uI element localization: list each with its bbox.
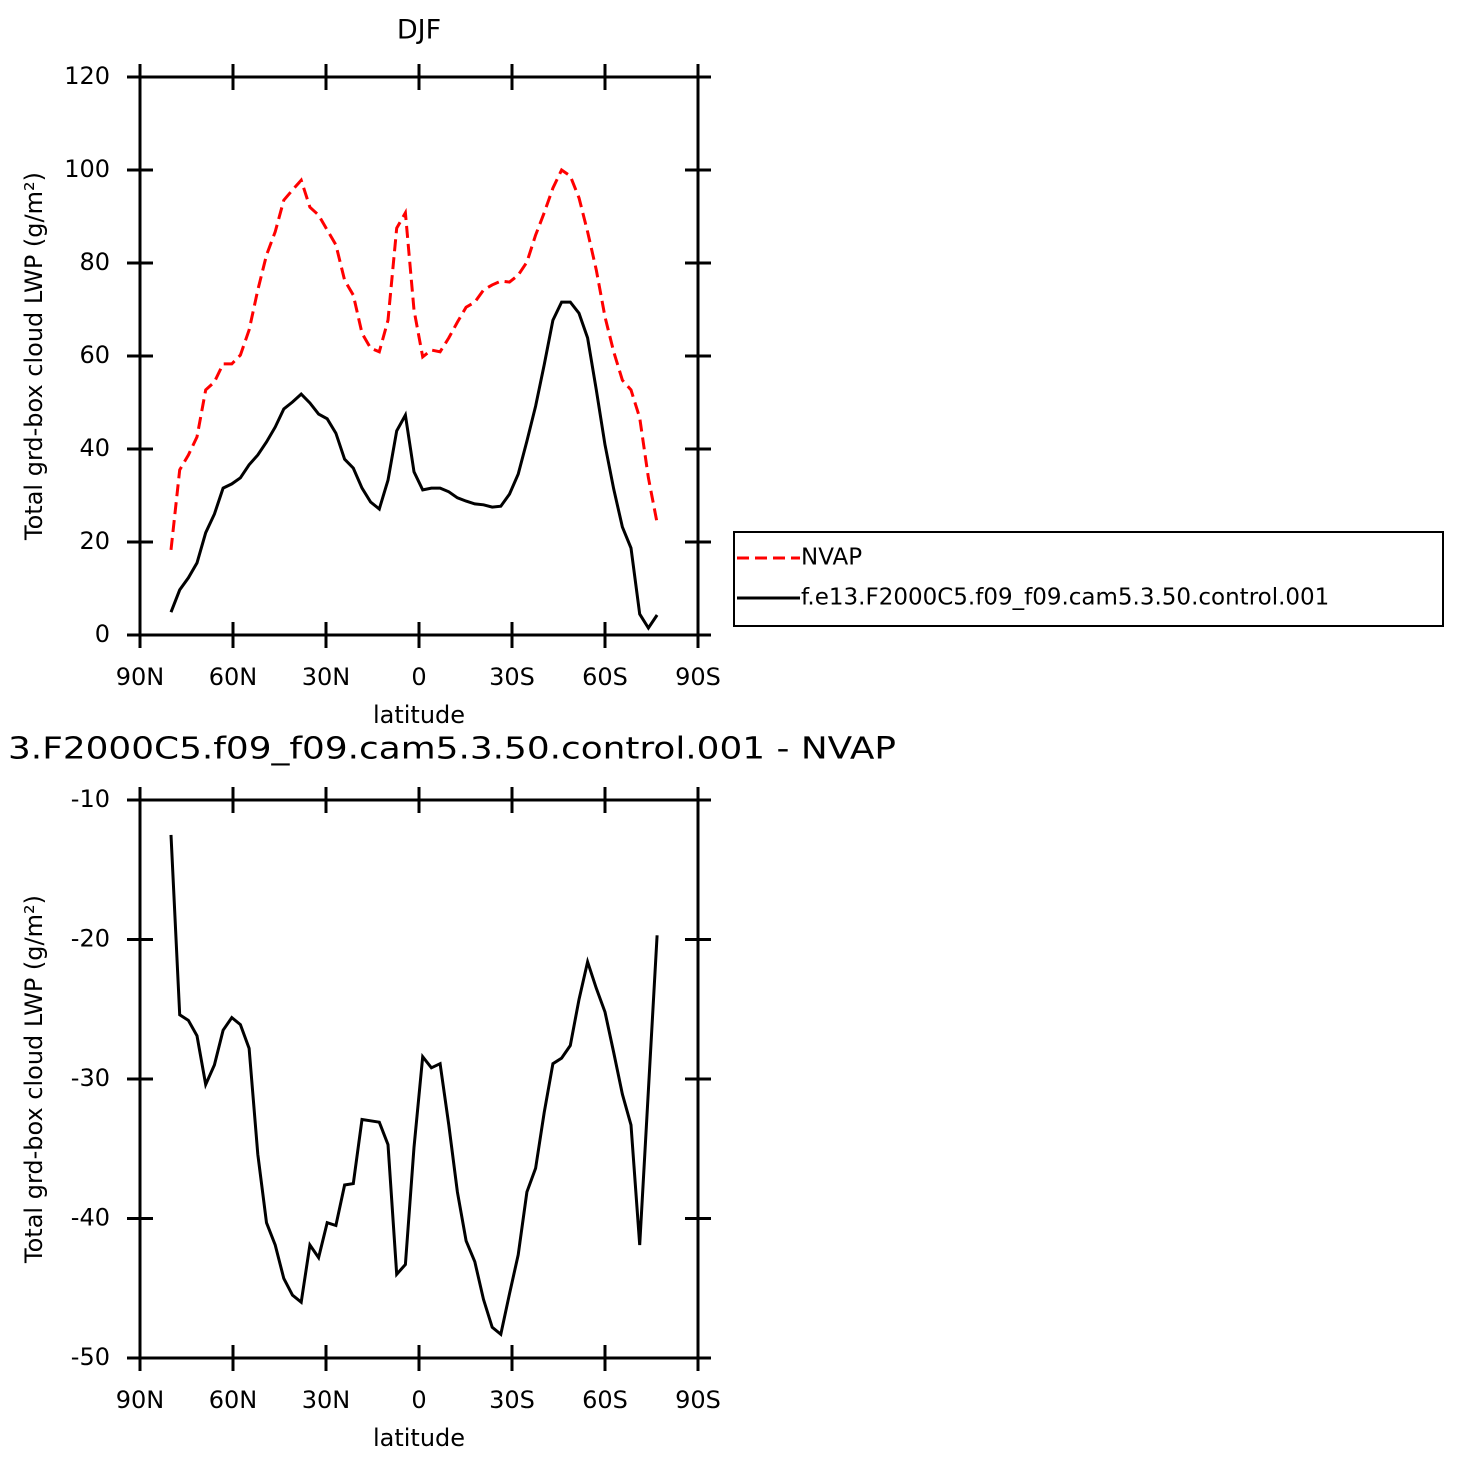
y-tick-label: 120 bbox=[64, 62, 110, 90]
y-axis-label: Total grd-box cloud LWP (g/m²) bbox=[20, 895, 48, 1264]
x-axis-label: latitude bbox=[373, 1424, 465, 1452]
y-tick-label: -10 bbox=[71, 785, 110, 813]
x-tick-label: 0 bbox=[411, 663, 426, 691]
x-tick-label: 30N bbox=[302, 663, 351, 691]
y-tick-label: 40 bbox=[79, 434, 110, 462]
chart-title: DJF bbox=[397, 15, 441, 46]
x-tick-label: 60N bbox=[209, 663, 258, 691]
x-tick-label: 60N bbox=[209, 1386, 258, 1414]
x-tick-label: 60S bbox=[582, 1386, 628, 1414]
y-tick-label: -50 bbox=[71, 1343, 110, 1371]
y-tick-label: 80 bbox=[79, 248, 110, 276]
data-line bbox=[169, 167, 659, 551]
plot-frame bbox=[138, 798, 700, 1360]
legend-box bbox=[733, 531, 1444, 627]
y-tick-label: 100 bbox=[64, 155, 110, 183]
legend-label: NVAP bbox=[801, 545, 862, 571]
x-tick-label: 90S bbox=[675, 1386, 721, 1414]
y-axis-label: Total grd-box cloud LWP (g/m²) bbox=[20, 172, 48, 541]
x-tick-label: 90N bbox=[116, 663, 165, 691]
y-tick-label: -20 bbox=[71, 925, 110, 953]
y-tick-label: -40 bbox=[71, 1204, 110, 1232]
y-tick-label: 60 bbox=[79, 341, 110, 369]
chart-title: 3.F2000C5.f09_f09.cam5.3.50.control.001 … bbox=[8, 732, 896, 767]
legend-label: f.e13.F2000C5.f09_f09.cam5.3.50.control.… bbox=[801, 585, 1329, 611]
x-tick-label: 30S bbox=[489, 663, 535, 691]
x-tick-label: 30S bbox=[489, 1386, 535, 1414]
y-tick-label: -30 bbox=[71, 1064, 110, 1092]
x-axis-label: latitude bbox=[373, 701, 465, 729]
data-line bbox=[169, 834, 659, 1338]
x-tick-label: 60S bbox=[582, 663, 628, 691]
y-tick-label: 0 bbox=[95, 620, 110, 648]
x-tick-label: 0 bbox=[411, 1386, 426, 1414]
data-line bbox=[169, 300, 659, 631]
x-tick-label: 30N bbox=[302, 1386, 351, 1414]
y-tick-label: 20 bbox=[79, 527, 110, 555]
x-tick-label: 90N bbox=[116, 1386, 165, 1414]
x-tick-label: 90S bbox=[675, 663, 721, 691]
